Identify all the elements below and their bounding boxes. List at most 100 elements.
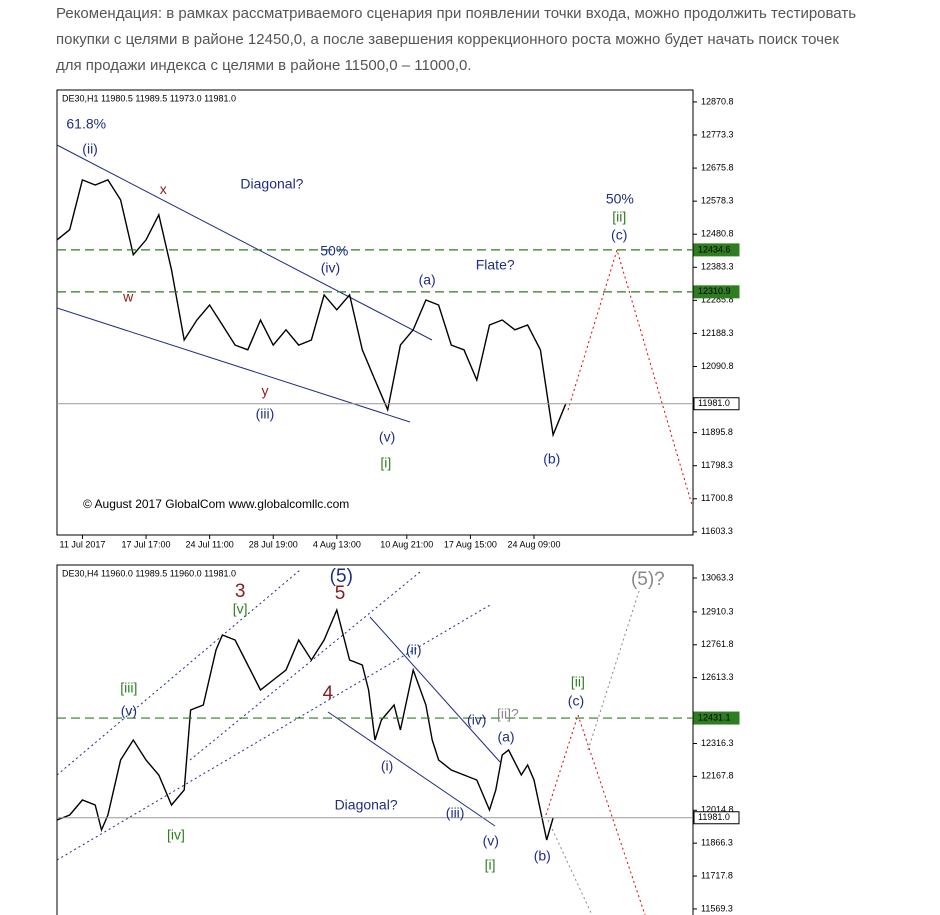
plot-area <box>57 178 567 438</box>
level-box <box>693 811 740 825</box>
channel-line <box>57 604 491 861</box>
y-tick-label: 12578.3 <box>701 196 734 206</box>
x-tick-label: 24 Aug 09:00 <box>507 539 560 549</box>
level-label: 11981.0 <box>698 812 730 822</box>
x-tick-label: 11 Jul 2017 <box>60 539 106 549</box>
x-tick-label: 17 Jul 17:00 <box>122 539 171 549</box>
y-tick-label: 12188.3 <box>701 328 734 338</box>
wave-label: [ii] <box>612 209 626 225</box>
y-tick-label: 12285.8 <box>701 295 734 305</box>
wave-label: (v) <box>483 833 499 849</box>
wave-label: (iii) <box>256 406 275 422</box>
wave-label: [iv] <box>167 827 185 843</box>
plot-area <box>57 607 554 841</box>
y-tick-label: 12167.8 <box>701 771 734 781</box>
intro-line: покупки с целями в районе 12450,0, а пос… <box>56 31 839 48</box>
y-tick-label: 12316.3 <box>701 738 734 748</box>
wave-label: (iv) <box>467 712 486 728</box>
wave-label: [ii] <box>571 674 585 690</box>
chart-header: DE30,H4 11960.0 11989.5 11960.0 11981.0 <box>62 568 236 578</box>
wave-label: (c) <box>611 227 627 243</box>
y-tick-label: 12675.8 <box>701 162 734 172</box>
copyright: © August 2017 GlobalCom www.globalcomllc… <box>83 497 349 511</box>
y-tick-label: 12910.3 <box>701 606 734 616</box>
wave-degree-label: 5 <box>335 583 346 604</box>
y-tick-label: 12014.8 <box>701 805 734 815</box>
wave-degree-label: (5) <box>330 566 353 587</box>
wave-label: (i) <box>381 758 393 774</box>
wave-label: w <box>122 289 134 305</box>
wave-label: (b) <box>534 848 551 864</box>
y-tick-label: 12773.3 <box>701 129 734 139</box>
y-tick-label: 12383.3 <box>701 262 734 272</box>
y-tick-label: 12761.8 <box>701 639 734 649</box>
wave-label: 50% <box>606 191 634 207</box>
y-tick-label: 11866.3 <box>701 838 733 848</box>
wave-label: (v) <box>121 703 137 719</box>
wave-label: (a) <box>497 729 514 745</box>
x-tick-label: 24 Jul 11:00 <box>185 539 233 549</box>
level-label: 12431.1 <box>698 712 731 722</box>
x-tick-label: 10 Aug 21:00 <box>380 539 433 549</box>
wave-label: [ii]? <box>497 706 519 722</box>
wave-label: (v) <box>379 429 395 445</box>
level-box <box>693 397 740 411</box>
wave-label: y <box>261 383 268 399</box>
wave-label: [i] <box>485 857 496 873</box>
level-box <box>693 243 740 257</box>
level-label: 11981.0 <box>698 398 730 408</box>
level-label: 12434.6 <box>698 244 731 254</box>
wave-label: Flate? <box>476 257 515 273</box>
wave-label: (ii) <box>82 141 98 157</box>
level-box <box>693 711 740 725</box>
trend-line <box>57 307 411 423</box>
wave-degree-label: 4 <box>323 683 334 704</box>
chart-frame <box>56 89 694 536</box>
price-line <box>57 607 554 841</box>
chart-frame <box>56 564 694 915</box>
intro-line: Рекомендация: в рамках рассматриваемого … <box>56 5 856 22</box>
wave-label: 61.8% <box>66 116 106 132</box>
y-tick-label: 11717.8 <box>701 870 733 880</box>
wave-degree-label: 3 <box>235 581 246 602</box>
wave-label: (a) <box>419 272 436 288</box>
wave-degree-label: (5)? <box>631 569 665 590</box>
wave-label: (b) <box>543 450 560 466</box>
wave-label: (c) <box>568 693 584 709</box>
trend-line <box>57 144 433 341</box>
wave-label: [iii] <box>120 680 137 696</box>
drawings <box>57 569 646 915</box>
trend-line <box>369 616 501 763</box>
y-tick-label: 12090.8 <box>701 361 734 371</box>
wave-label: 50% <box>320 242 348 258</box>
x-tick-label: 17 Aug 15:00 <box>444 539 497 549</box>
y-tick-label: 11798.3 <box>701 460 733 470</box>
drawings <box>57 144 693 506</box>
projection <box>545 713 646 915</box>
level-box <box>693 285 740 299</box>
level-label: 12310.9 <box>698 286 731 296</box>
channel-line <box>57 569 301 776</box>
y-tick-label: 13063.3 <box>701 572 734 582</box>
wave-label: Diagonal? <box>240 176 303 192</box>
y-tick-label: 11700.8 <box>701 493 733 503</box>
wave-label: x <box>160 181 167 197</box>
wave-label: Diagonal? <box>335 797 398 813</box>
wave-label: (iii) <box>446 805 465 821</box>
y-tick-label: 11895.8 <box>701 427 733 437</box>
chart-header: DE30,H1 11980.5 11989.5 11973.0 11981.0 <box>62 93 236 103</box>
y-tick-label: 12480.8 <box>701 229 734 239</box>
x-tick-label: 28 Jul 19:00 <box>249 539 298 549</box>
wave-label: [v] <box>233 601 248 617</box>
y-tick-label: 11569.3 <box>701 903 733 913</box>
price-line <box>57 178 567 438</box>
trend-line <box>327 711 496 827</box>
wave-label: (iv) <box>321 259 340 275</box>
wave-label: [i] <box>380 454 391 470</box>
projection <box>587 587 641 751</box>
intro-line: для продажи индекса с целями в районе 11… <box>56 57 472 74</box>
wave-label: (ii) <box>406 642 422 658</box>
projection <box>567 248 693 506</box>
y-tick-label: 12613.3 <box>701 672 734 682</box>
